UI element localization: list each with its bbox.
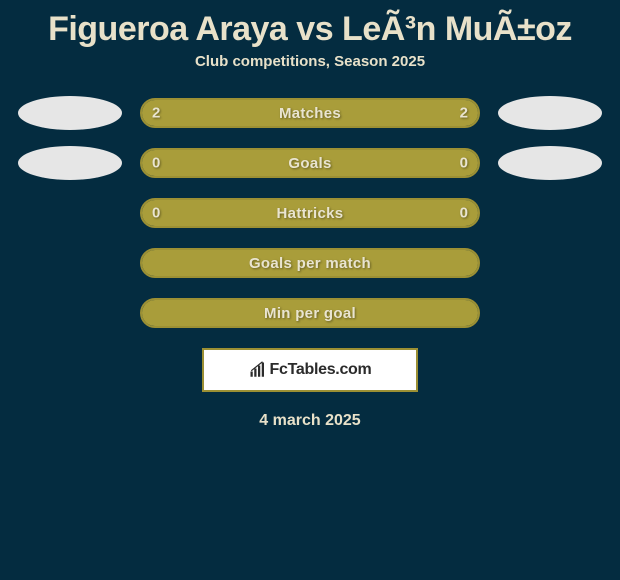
stat-value-right: 2 [460,105,468,122]
bars-icon [249,361,267,379]
stat-row: Min per goal [0,296,620,330]
brand-text: FcTables.com [270,361,372,379]
avatar-left [18,146,122,180]
stat-label: Goals [288,155,331,172]
stat-pill: Goals per match [140,248,480,278]
stat-pill: 0 Hattricks 0 [140,198,480,228]
stat-row: 2 Matches 2 [0,96,620,130]
stat-label: Min per goal [264,305,356,322]
stat-pill: Min per goal [140,298,480,328]
stat-row: 0 Hattricks 0 [0,196,620,230]
stat-label: Hattricks [277,205,344,222]
avatar-right [498,96,602,130]
stat-value-right: 0 [460,205,468,222]
stat-pill: 2 Matches 2 [140,98,480,128]
stat-row: 0 Goals 0 [0,146,620,180]
footer-date: 4 march 2025 [0,412,620,430]
stats-container: 2 Matches 2 0 Goals 0 0 Hattricks 0 Goals per mat… [0,96,620,330]
stat-pill: 0 Goals 0 [140,148,480,178]
avatar-right [498,146,602,180]
stat-row: Goals per match [0,246,620,280]
page-title: Figueroa Araya vs LeÃ³n MuÃ±oz [0,0,620,53]
avatar-left [18,96,122,130]
stat-label: Goals per match [249,255,371,272]
stat-value-left: 0 [152,205,160,222]
page-subtitle: Club competitions, Season 2025 [0,53,620,96]
stat-label: Matches [279,105,341,122]
stat-value-left: 0 [152,155,160,172]
brand-badge[interactable]: FcTables.com [202,348,418,392]
stat-value-left: 2 [152,105,160,122]
stat-value-right: 0 [460,155,468,172]
